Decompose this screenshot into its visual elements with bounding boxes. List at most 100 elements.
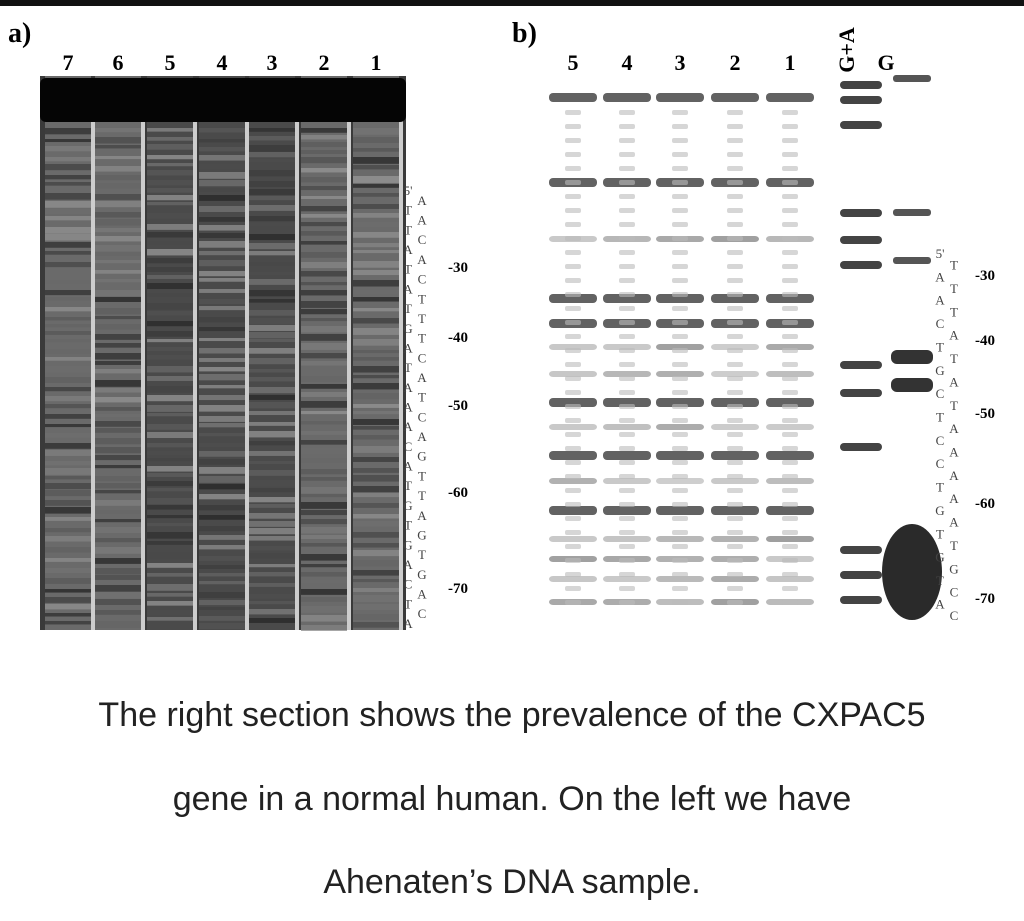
smear bbox=[727, 194, 743, 199]
sequence-letter: T bbox=[936, 409, 944, 424]
band bbox=[95, 397, 141, 403]
band bbox=[301, 343, 347, 350]
smear bbox=[727, 334, 743, 339]
band bbox=[147, 213, 193, 219]
sequence-letter: A bbox=[949, 421, 959, 436]
band bbox=[95, 585, 141, 592]
smear bbox=[782, 138, 798, 143]
sequence-letter: A bbox=[403, 459, 413, 474]
band bbox=[249, 318, 295, 325]
band bbox=[45, 500, 91, 506]
smear bbox=[619, 152, 635, 157]
smear bbox=[672, 264, 688, 269]
band bbox=[549, 398, 597, 407]
smear bbox=[672, 278, 688, 283]
band bbox=[353, 588, 399, 593]
band bbox=[249, 136, 295, 141]
band bbox=[656, 294, 704, 303]
smear bbox=[672, 600, 688, 605]
smear bbox=[727, 320, 743, 325]
band bbox=[301, 252, 347, 258]
band bbox=[301, 231, 347, 236]
band bbox=[147, 241, 193, 245]
band bbox=[301, 353, 347, 359]
sequence-letter: T bbox=[418, 488, 426, 503]
band bbox=[840, 443, 882, 451]
band bbox=[353, 486, 399, 493]
band bbox=[199, 385, 245, 389]
band bbox=[147, 188, 193, 193]
band bbox=[711, 424, 759, 430]
lane-gap bbox=[193, 120, 197, 630]
band bbox=[249, 546, 295, 551]
sequence-letter: G bbox=[403, 537, 412, 552]
band bbox=[840, 121, 882, 129]
band bbox=[656, 424, 704, 430]
band-blob bbox=[882, 524, 942, 620]
sequence-letter: T bbox=[950, 281, 958, 296]
band bbox=[249, 262, 295, 266]
sequence-letter: C bbox=[418, 232, 427, 247]
band bbox=[549, 371, 597, 377]
smear bbox=[565, 502, 581, 507]
smear bbox=[565, 250, 581, 255]
smear bbox=[727, 222, 743, 227]
band bbox=[95, 380, 141, 387]
smear bbox=[672, 250, 688, 255]
band bbox=[95, 334, 141, 340]
band bbox=[95, 490, 141, 494]
band bbox=[147, 267, 193, 273]
band bbox=[301, 625, 347, 631]
smear bbox=[619, 572, 635, 577]
band bbox=[199, 505, 245, 511]
band bbox=[95, 455, 141, 461]
band bbox=[147, 321, 193, 327]
band bbox=[95, 519, 141, 523]
band bbox=[301, 186, 347, 191]
band bbox=[301, 135, 347, 140]
smear bbox=[619, 502, 635, 507]
band bbox=[711, 344, 759, 350]
band bbox=[147, 376, 193, 381]
band bbox=[301, 142, 347, 148]
band bbox=[766, 576, 814, 582]
smear bbox=[565, 418, 581, 423]
smear bbox=[619, 558, 635, 563]
band bbox=[549, 506, 597, 515]
band bbox=[353, 550, 399, 557]
band bbox=[45, 182, 91, 186]
band bbox=[353, 184, 399, 188]
band bbox=[301, 401, 347, 408]
sequence-letter: A bbox=[949, 328, 959, 343]
band bbox=[603, 371, 651, 377]
lane-label: 4 bbox=[217, 50, 228, 75]
band bbox=[656, 451, 704, 460]
band bbox=[711, 451, 759, 460]
band bbox=[95, 547, 141, 554]
band bbox=[45, 251, 91, 255]
smear bbox=[565, 264, 581, 269]
smear bbox=[619, 110, 635, 115]
sequence-letter: A bbox=[403, 557, 413, 572]
smear bbox=[565, 152, 581, 157]
band bbox=[95, 194, 141, 200]
band bbox=[45, 450, 91, 456]
band bbox=[45, 387, 91, 392]
band bbox=[95, 483, 141, 489]
band bbox=[249, 223, 295, 227]
band bbox=[301, 177, 347, 183]
band bbox=[45, 201, 91, 208]
band bbox=[301, 301, 347, 308]
band bbox=[301, 128, 347, 133]
band bbox=[199, 278, 245, 282]
band bbox=[199, 317, 245, 323]
band bbox=[301, 589, 347, 595]
band bbox=[893, 75, 931, 82]
smear bbox=[727, 306, 743, 311]
smear bbox=[565, 432, 581, 437]
smear bbox=[672, 558, 688, 563]
band bbox=[353, 493, 399, 498]
band bbox=[249, 348, 295, 354]
lane-label: 3 bbox=[675, 50, 686, 75]
position-marker: -60 bbox=[448, 485, 468, 501]
